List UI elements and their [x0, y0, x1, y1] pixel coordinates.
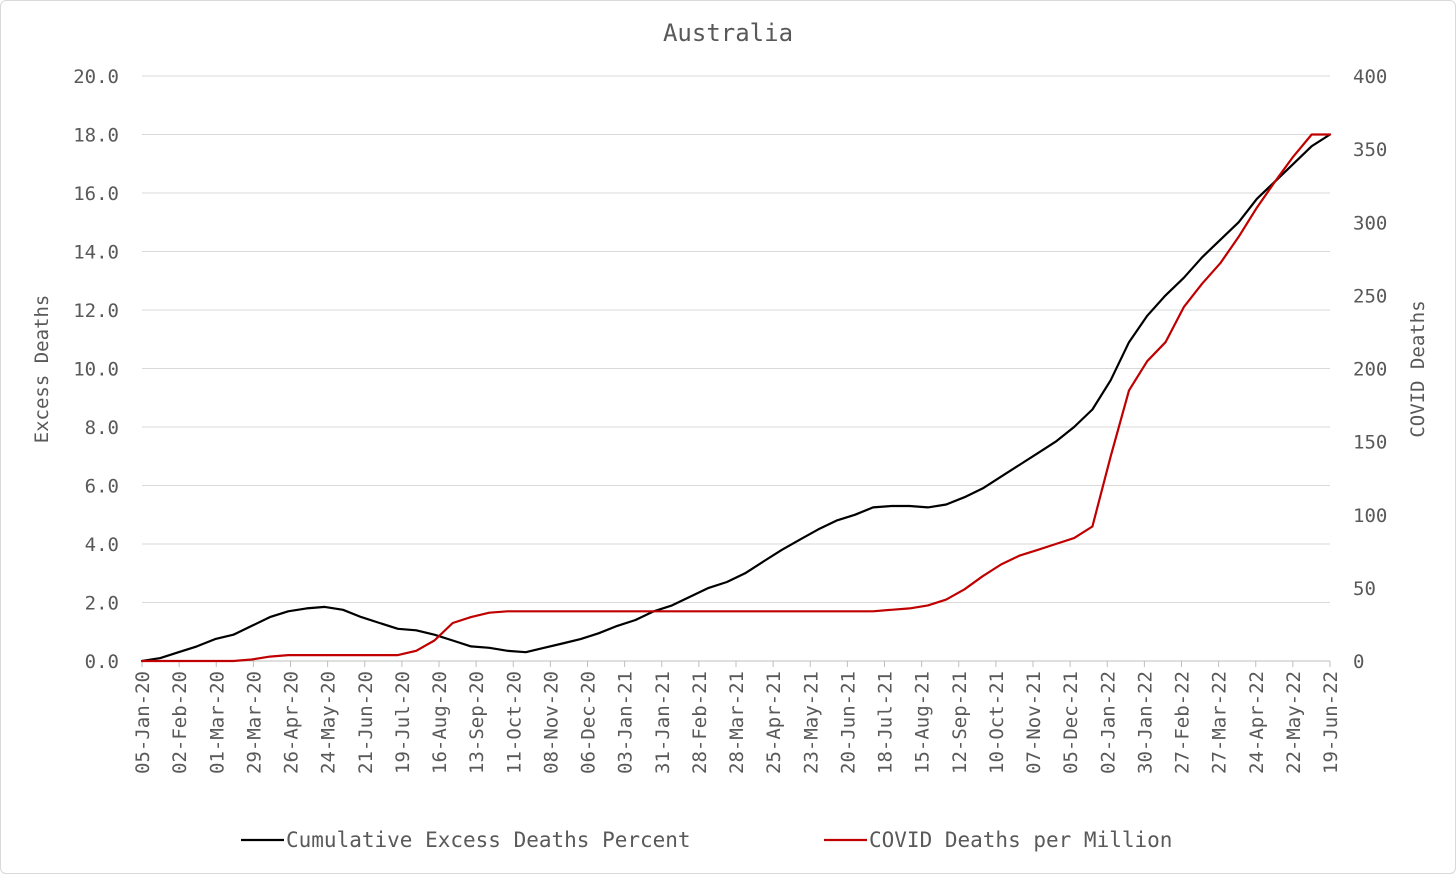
y-tick-label-left: 12.0: [73, 300, 119, 322]
x-tick-label: 29-Mar-20: [243, 671, 265, 774]
x-tick-label: 27-Feb-22: [1172, 671, 1194, 774]
y-tick-label-right: 50: [1353, 578, 1376, 600]
y-tick-label-right: 350: [1353, 139, 1387, 161]
x-tick-label: 18-Jul-21: [875, 671, 897, 774]
legend-label-excess: Cumulative Excess Deaths Percent: [286, 828, 691, 852]
x-tick-label: 06-Dec-20: [578, 671, 600, 774]
y-tick-label-right: 100: [1353, 505, 1387, 527]
y-axis-title-right: COVID Deaths: [1407, 300, 1429, 437]
legend: Cumulative Excess Deaths Percent COVID D…: [241, 828, 1172, 852]
gridlines: [142, 75, 1330, 662]
x-tick-label: 02-Jan-22: [1097, 671, 1119, 774]
x-tick-label: 13-Sep-20: [466, 671, 488, 774]
y-tick-label-right: 250: [1353, 285, 1387, 307]
x-tick-label: 24-Apr-22: [1246, 671, 1268, 774]
x-tick-label: 27-Mar-22: [1209, 671, 1231, 774]
y-tick-label-right: 300: [1353, 212, 1387, 234]
x-tick-label: 15-Aug-21: [912, 671, 934, 774]
x-tick-label: 24-May-20: [318, 671, 340, 774]
left-axis-ticks: 0.0 2.0 4.0 6.0 8.0 10.0 12.0 14.0 16.0 18.0 20.0: [73, 66, 119, 673]
y-tick-label-left: 20.0: [73, 66, 119, 88]
series-lines: [140, 133, 1332, 663]
x-tick-label: 23-May-21: [800, 671, 822, 774]
x-tick-label: 31-Jan-21: [652, 671, 674, 774]
x-tick-label: 05-Jan-20: [132, 671, 154, 774]
legend-label-covid: COVID Deaths per Million: [869, 828, 1172, 852]
y-tick-label-right: 0: [1353, 651, 1364, 673]
x-tick-label: 22-May-22: [1283, 671, 1305, 774]
x-tick-label: 25-Apr-21: [763, 671, 785, 774]
y-tick-label-left: 14.0: [73, 242, 119, 264]
x-tick-label: 21-Jun-20: [355, 671, 377, 774]
y-tick-label-left: 0.0: [85, 651, 119, 673]
x-tick-label: 03-Jan-21: [615, 671, 637, 774]
x-tick-label: 10-Oct-21: [986, 671, 1008, 774]
x-tick-label: 28-Feb-21: [689, 671, 711, 774]
y-tick-label-left: 18.0: [73, 125, 119, 147]
x-tick-label: 12-Sep-21: [949, 671, 971, 774]
x-tick-label: 19-Jul-20: [392, 671, 414, 774]
y-tick-label-left: 4.0: [85, 534, 119, 556]
x-tick-label: 16-Aug-20: [429, 671, 451, 774]
right-axis-ticks: 0 50 100 150 200 250 300 350 400: [1353, 66, 1387, 673]
series-line-excess-deaths: [140, 133, 1332, 663]
x-tick-label: 07-Nov-21: [1023, 671, 1045, 774]
chart-title: Australia: [663, 19, 793, 47]
x-axis-ticks: 05-Jan-20 02-Feb-20 01-Mar-20 29-Mar-20 26-A…: [132, 661, 1342, 774]
series-line-covid-deaths: [140, 133, 1332, 663]
x-tick-label: 28-Mar-21: [726, 671, 748, 774]
y-axis-title-left: Excess Deaths: [31, 295, 53, 444]
x-tick-label: 20-Jun-21: [837, 671, 859, 774]
x-tick-label: 08-Nov-20: [540, 671, 562, 774]
y-tick-label-left: 6.0: [85, 476, 119, 498]
y-tick-label-left: 16.0: [73, 183, 119, 205]
x-tick-label: 01-Mar-20: [206, 671, 228, 774]
y-tick-label-left: 2.0: [85, 593, 119, 615]
x-tick-label: 26-Apr-20: [281, 671, 303, 774]
x-tick-label: 05-Dec-21: [1060, 671, 1082, 774]
x-tick-label: 30-Jan-22: [1134, 671, 1156, 774]
y-tick-label-right: 400: [1353, 66, 1387, 88]
x-tick-label: 11-Oct-20: [503, 671, 525, 774]
y-tick-label-right: 150: [1353, 432, 1387, 454]
y-tick-label-left: 10.0: [73, 359, 119, 381]
y-tick-label-right: 200: [1353, 359, 1387, 381]
y-tick-label-left: 8.0: [85, 417, 119, 439]
x-tick-label: 19-Jun-22: [1320, 671, 1342, 774]
x-tick-label: 02-Feb-20: [169, 671, 191, 774]
